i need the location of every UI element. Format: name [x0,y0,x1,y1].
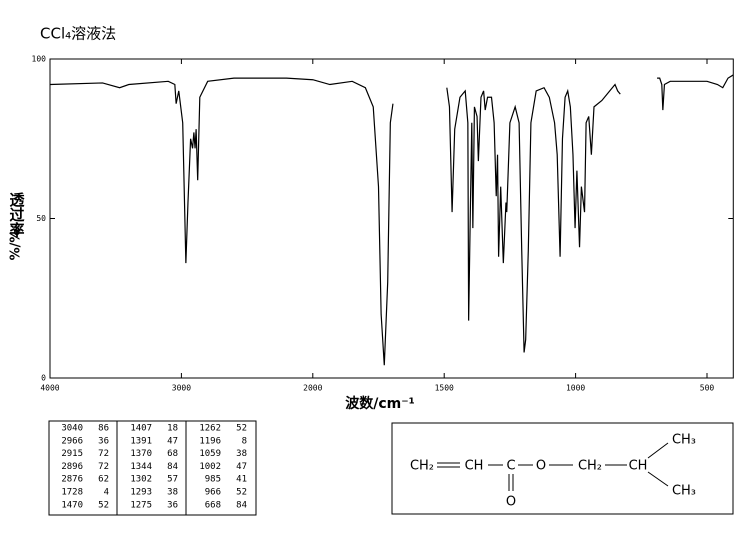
peak-table-frame [48,420,257,516]
peak-transmittance: 47 [236,462,247,472]
peak-wavenumber: 1275 [130,500,152,510]
peak-wavenumber: 1262 [199,424,221,434]
peak-transmittance: 72 [98,462,109,472]
atom-label: C [506,459,515,474]
peak-transmittance: 38 [167,488,178,498]
peak-transmittance: 36 [98,436,109,446]
x-tick-label: 1000 [566,384,585,393]
peak-wavenumber: 966 [205,488,221,498]
peak-transmittance: 36 [167,500,178,510]
plot-frame [49,58,734,379]
peak-transmittance: 52 [98,500,109,510]
atom-label: CH [629,459,648,474]
peak-transmittance: 52 [236,424,247,434]
atom-label: CH [465,459,484,474]
x-tick-label: 3000 [172,384,191,393]
atom-label: CH₂ [578,459,602,474]
peak-transmittance: 18 [167,424,178,434]
peak-transmittance: 4 [104,488,109,498]
peak-transmittance: 47 [167,436,178,446]
peak-wavenumber: 1302 [130,475,152,485]
peak-transmittance: 84 [236,500,247,510]
peak-transmittance: 41 [236,475,247,485]
peak-wavenumber: 1391 [130,436,152,446]
bond [647,442,669,459]
peak-wavenumber: 1407 [130,424,152,434]
atom-label: CH₃ [672,484,696,499]
x-tick-label: 1500 [435,384,454,393]
peak-transmittance: 84 [167,462,178,472]
peak-wavenumber: 2896 [61,462,83,472]
peak-wavenumber: 668 [205,500,221,510]
peak-transmittance: 68 [167,449,178,459]
y-tick-label: 0 [41,374,46,383]
peak-wavenumber: 1370 [130,449,152,459]
peak-wavenumber: 1059 [199,449,221,459]
peak-wavenumber: 1293 [130,488,152,498]
peak-transmittance: 62 [98,475,109,485]
peak-wavenumber: 1002 [199,462,221,472]
peak-wavenumber: 1728 [61,488,83,498]
peak-transmittance: 72 [98,449,109,459]
peak-wavenumber: 2876 [61,475,83,485]
y-label: 透过率 [8,192,26,238]
peak-transmittance: 8 [242,436,247,446]
x-tick-label: 500 [700,384,715,393]
peak-transmittance: 57 [167,475,178,485]
x-tick-label: 2000 [303,384,322,393]
x-tick-label: 4000 [40,384,59,393]
atom-label: O [506,495,516,510]
peak-wavenumber: 1470 [61,500,83,510]
atom-label: CH₃ [672,433,696,448]
y-tick-label: 50 [36,214,46,223]
peak-wavenumber: 1344 [130,462,152,472]
x-label: 波数/cm⁻¹ [345,395,415,412]
y-tick-label: 100 [32,55,47,64]
spectrum-line [49,74,734,366]
peak-wavenumber: 1196 [199,436,221,446]
peak-wavenumber: 985 [205,475,221,485]
peak-wavenumber: 2966 [61,436,83,446]
peak-wavenumber: 3040 [61,424,83,434]
atom-label: O [536,459,546,474]
peak-transmittance: 38 [236,449,247,459]
y-label-unit: %/% [9,230,24,261]
chart-title: CCl₄溶液法 [40,25,116,43]
peak-transmittance: 86 [98,424,109,434]
peak-wavenumber: 2915 [61,449,83,459]
structure-bonds [437,442,669,491]
atom-label: CH₂ [410,459,434,474]
bond [647,471,669,487]
structure-frame [391,422,734,515]
peak-transmittance: 52 [236,488,247,498]
